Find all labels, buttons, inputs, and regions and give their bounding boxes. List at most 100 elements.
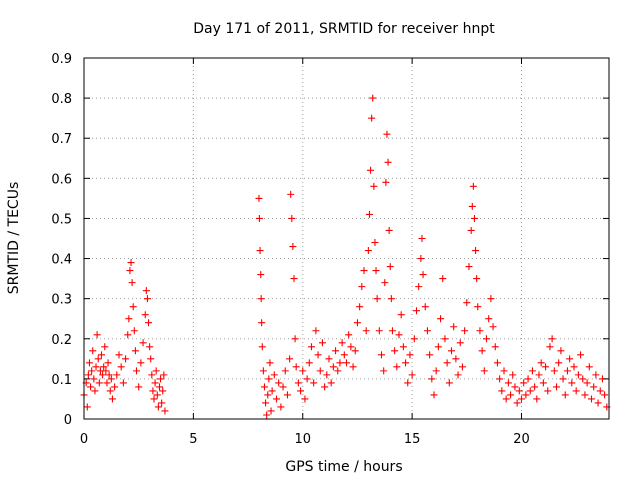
data-point — [142, 287, 150, 295]
y-axis-title: SRMTID / TECUs — [6, 182, 22, 295]
data-point — [294, 379, 302, 387]
data-point — [413, 307, 420, 315]
data-point — [432, 367, 440, 375]
data-point — [463, 299, 471, 307]
data-point — [370, 182, 378, 190]
data-point — [382, 178, 390, 186]
data-point — [345, 331, 353, 339]
data-point — [372, 267, 380, 275]
data-point — [456, 339, 464, 347]
data-point — [548, 335, 556, 343]
data-point — [546, 343, 554, 351]
data-point — [259, 367, 267, 375]
data-point — [141, 311, 149, 319]
data-point — [524, 375, 532, 383]
data-point — [92, 363, 100, 371]
data-point — [483, 335, 490, 343]
data-point — [402, 359, 410, 367]
y-tick-label: 0 — [64, 413, 72, 428]
data-point — [368, 114, 376, 122]
data-point — [314, 351, 322, 359]
data-point — [126, 267, 134, 275]
data-point — [267, 407, 275, 415]
data-point — [329, 363, 337, 371]
data-point — [88, 367, 96, 375]
data-point — [465, 263, 473, 271]
data-point — [502, 395, 510, 403]
data-point — [373, 295, 381, 303]
data-point — [297, 387, 305, 395]
data-point — [496, 375, 504, 383]
data-point — [334, 367, 342, 375]
data-point — [137, 359, 145, 367]
data-point — [511, 383, 519, 391]
data-point — [257, 271, 265, 279]
data-point — [590, 383, 598, 391]
data-point — [124, 331, 132, 339]
chart-title: Day 171 of 2011, SRMTID for receiver hnp… — [193, 21, 495, 37]
data-point — [292, 363, 300, 371]
data-point — [89, 347, 97, 355]
data-point — [286, 355, 294, 363]
data-point — [592, 371, 600, 379]
x-tick-label: 15 — [404, 432, 421, 447]
data-point — [152, 367, 160, 375]
data-point — [557, 347, 565, 355]
y-tick-label: 0.3 — [51, 293, 72, 308]
data-point — [566, 355, 574, 363]
data-point — [360, 267, 368, 275]
data-point — [369, 94, 377, 102]
data-point — [487, 295, 495, 303]
data-point — [291, 335, 299, 343]
data-point — [99, 371, 107, 379]
data-point — [147, 355, 155, 363]
data-point — [146, 343, 154, 351]
data-point — [281, 367, 289, 375]
data-point — [498, 387, 506, 395]
data-point — [434, 343, 442, 351]
data-point — [258, 319, 266, 327]
data-point — [454, 371, 462, 379]
data-point — [143, 295, 151, 303]
data-point — [448, 347, 455, 355]
data-point — [596, 387, 604, 395]
data-point — [321, 383, 329, 391]
data-point — [108, 395, 116, 403]
data-point — [594, 399, 602, 407]
y-tick-label: 0.9 — [51, 52, 72, 67]
data-point — [151, 379, 159, 387]
data-point — [84, 371, 92, 379]
data-point — [399, 343, 407, 351]
data-point — [122, 355, 130, 363]
data-point — [395, 331, 403, 339]
data-point — [461, 327, 469, 335]
data-point — [387, 295, 395, 303]
data-point — [383, 130, 391, 138]
x-tick-label: 0 — [80, 432, 88, 447]
data-point — [391, 347, 399, 355]
data-point — [423, 327, 431, 335]
data-point — [325, 355, 333, 363]
data-point — [119, 379, 127, 387]
data-point — [263, 411, 271, 419]
data-point — [159, 387, 167, 395]
grid — [84, 58, 609, 419]
data-point — [139, 339, 147, 347]
data-point — [327, 379, 335, 387]
x-tick-label: 10 — [294, 432, 311, 447]
data-point — [85, 359, 93, 367]
data-point — [493, 359, 501, 367]
data-point — [520, 379, 528, 387]
data-point — [290, 275, 298, 283]
data-point — [125, 315, 133, 323]
data-point — [489, 323, 497, 331]
data-point — [559, 375, 567, 383]
data-point — [160, 371, 168, 379]
data-point — [356, 303, 364, 311]
data-point — [161, 407, 169, 415]
data-point — [518, 395, 525, 403]
data-point — [277, 403, 285, 411]
data-point — [480, 367, 488, 375]
data-point — [491, 343, 499, 351]
data-point — [441, 335, 449, 343]
